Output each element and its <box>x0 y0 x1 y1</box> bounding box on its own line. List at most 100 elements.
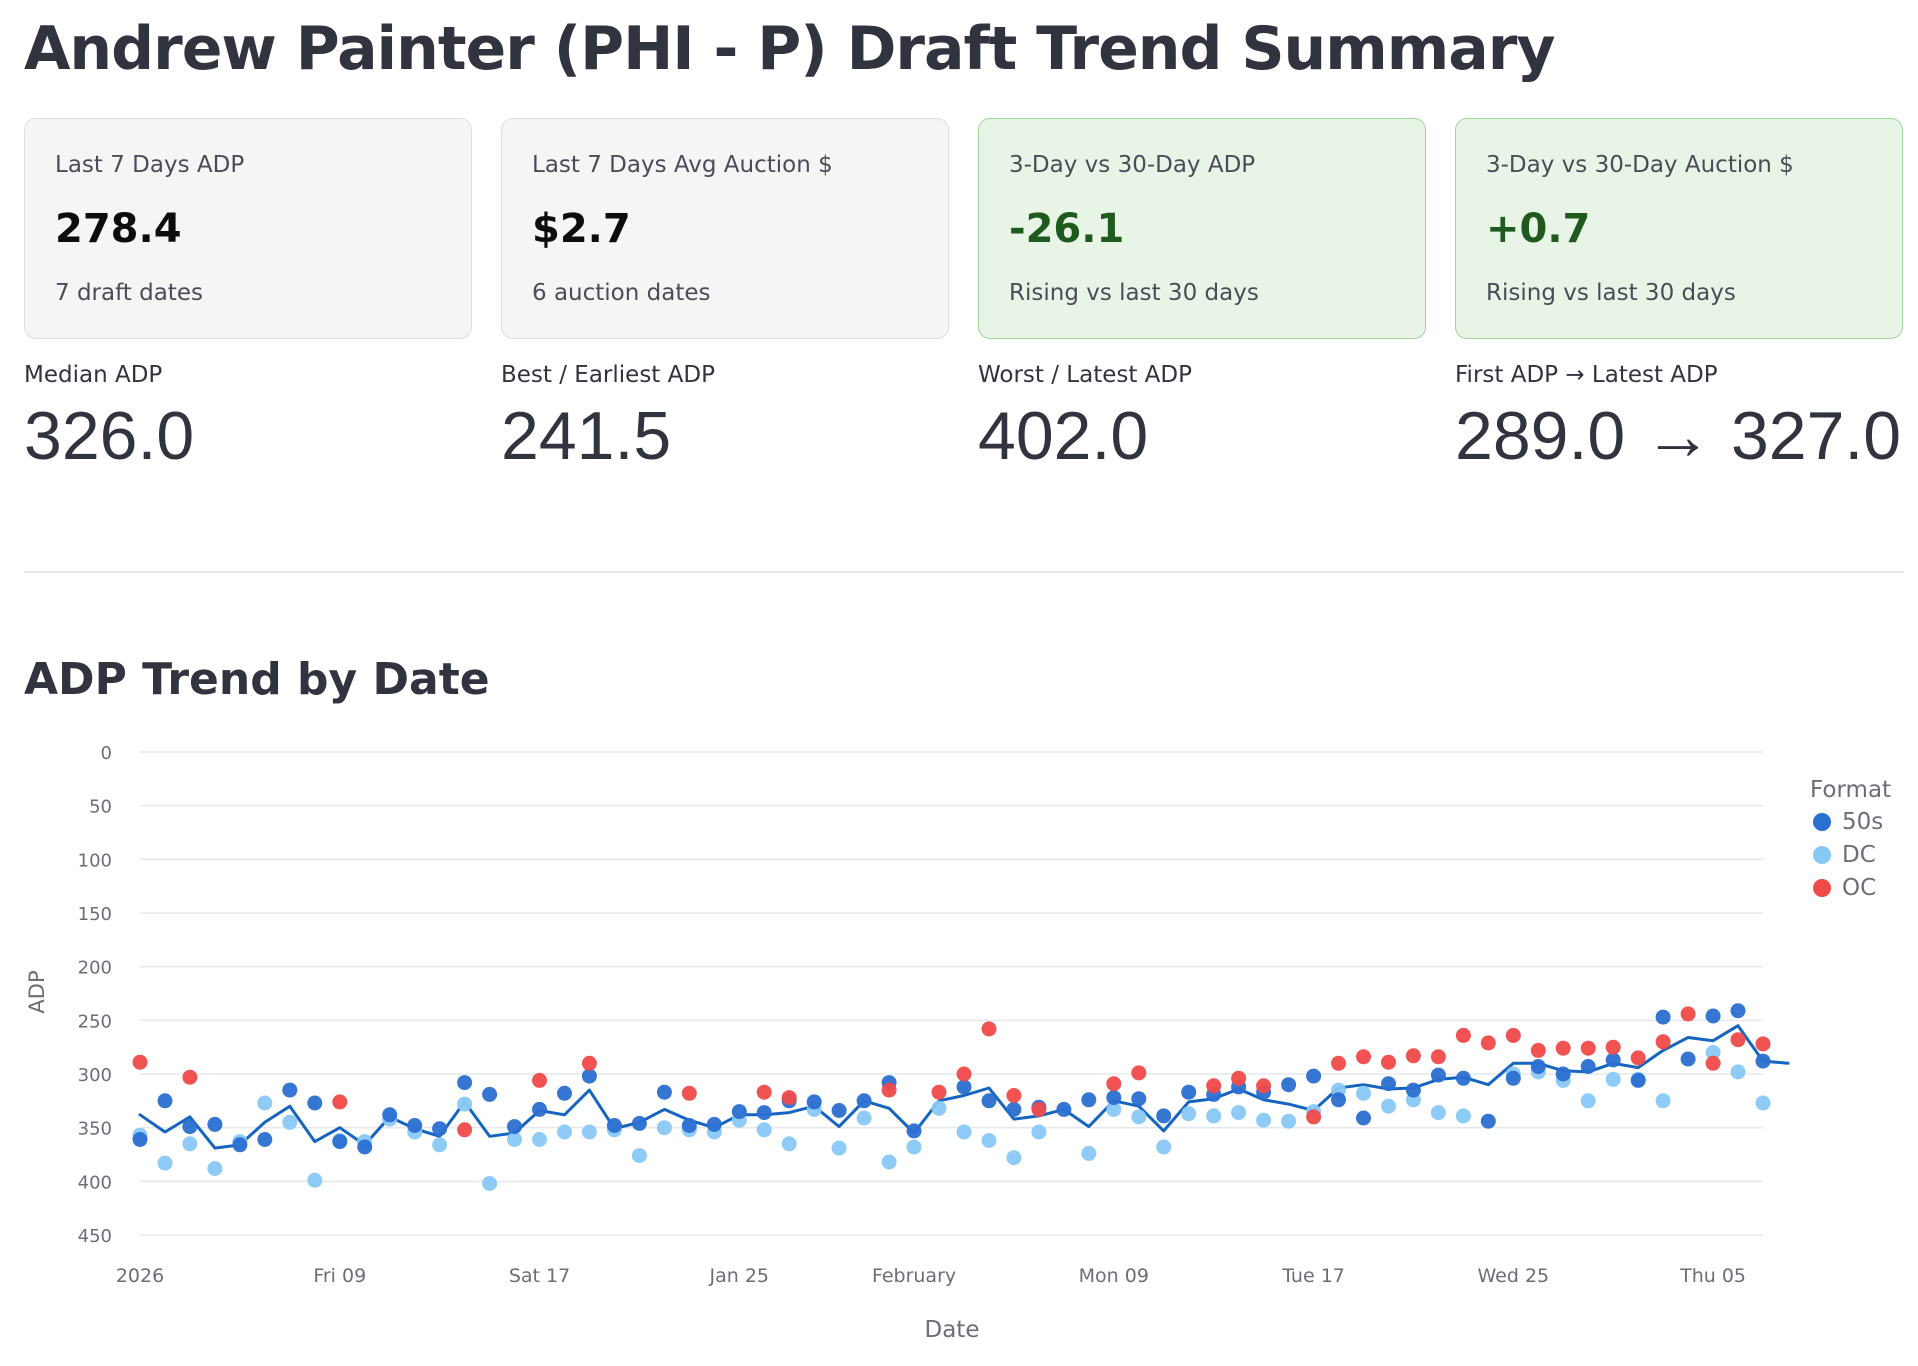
data-point-oc <box>931 1084 947 1100</box>
data-point-oc <box>981 1021 997 1037</box>
data-point-oc <box>1381 1054 1396 1070</box>
data-point-50s <box>581 1068 597 1084</box>
data-point-50s <box>432 1121 448 1137</box>
data-point-dc <box>1256 1112 1272 1128</box>
data-point-50s <box>631 1115 647 1131</box>
data-point-50s <box>1630 1072 1646 1088</box>
data-point-oc <box>1006 1088 1022 1103</box>
data-point-dc <box>656 1120 672 1136</box>
data-point-oc <box>581 1055 597 1071</box>
data-point-oc <box>1306 1109 1322 1125</box>
data-point-50s <box>1730 1003 1746 1019</box>
data-point-dc <box>182 1136 198 1152</box>
data-point-dc <box>756 1122 772 1138</box>
card-value: 278.4 <box>55 206 182 252</box>
data-point-dc <box>1006 1150 1022 1166</box>
data-point-50s <box>1306 1068 1322 1084</box>
data-point-50s <box>332 1134 348 1150</box>
data-point-dc <box>1131 1109 1147 1125</box>
card-subtext: Rising vs last 30 days <box>1009 280 1259 306</box>
data-point-50s <box>232 1137 248 1153</box>
data-point-50s <box>357 1139 373 1155</box>
data-point-oc <box>1231 1070 1247 1086</box>
data-point-dc <box>207 1161 223 1176</box>
card-subtext: 6 auction dates <box>532 280 711 306</box>
x-tick-label: Tue 17 <box>1281 1265 1345 1287</box>
data-point-oc <box>1430 1049 1446 1065</box>
metric-first-to-latest-adp: First ADP → Latest ADP 289.0 → 327.0 <box>1455 362 1901 470</box>
card-value: +0.7 <box>1486 206 1591 252</box>
metric-label: Best / Earliest ADP <box>501 362 715 388</box>
data-point-oc <box>1106 1076 1122 1092</box>
data-point-dc <box>1081 1145 1097 1161</box>
legend-marker-dc <box>1813 846 1831 864</box>
metric-label: First ADP → Latest ADP <box>1455 362 1718 388</box>
data-point-oc <box>1755 1036 1771 1052</box>
data-point-oc <box>1680 1006 1696 1022</box>
card-subtext: 7 draft dates <box>55 280 203 306</box>
data-point-50s <box>182 1119 198 1135</box>
data-point-50s <box>1530 1059 1546 1074</box>
data-point-oc <box>956 1066 972 1082</box>
data-point-50s <box>207 1116 223 1132</box>
data-point-oc <box>1455 1027 1471 1043</box>
data-point-oc <box>1031 1101 1047 1117</box>
data-point-50s <box>1555 1066 1571 1082</box>
metric-value: 326.0 <box>24 398 195 474</box>
data-point-50s <box>856 1093 872 1109</box>
data-point-50s <box>831 1103 847 1118</box>
data-point-dc <box>1455 1108 1471 1124</box>
data-point-oc <box>1705 1055 1721 1071</box>
data-point-dc <box>1580 1093 1596 1109</box>
data-point-oc <box>756 1084 772 1100</box>
legend-label-oc: OC <box>1842 875 1876 901</box>
data-point-50s <box>1580 1059 1596 1074</box>
data-point-dc <box>1156 1139 1172 1155</box>
x-tick-label: Jan 25 <box>709 1265 770 1287</box>
data-point-50s <box>1181 1084 1197 1100</box>
data-point-oc <box>1530 1042 1546 1058</box>
card-label: 3-Day vs 30-Day ADP <box>1009 152 1256 178</box>
data-point-50s <box>1156 1108 1172 1124</box>
card-value: $2.7 <box>532 206 631 252</box>
data-point-oc <box>1331 1055 1346 1071</box>
card-label: Last 7 Days ADP <box>55 152 245 178</box>
x-tick-label: Thu 05 <box>1679 1265 1746 1287</box>
data-point-50s <box>606 1118 622 1133</box>
data-point-oc <box>1131 1065 1147 1081</box>
card-subtext: Rising vs last 30 days <box>1486 280 1736 306</box>
data-point-50s <box>1480 1113 1496 1129</box>
data-point-oc <box>1480 1035 1496 1051</box>
page-title: Andrew Painter (PHI - P) Draft Trend Sum… <box>24 14 1555 84</box>
data-point-50s <box>681 1118 697 1133</box>
data-point-oc <box>1505 1027 1521 1043</box>
data-point-oc <box>1580 1040 1596 1056</box>
metric-label: Worst / Latest ADP <box>978 362 1192 388</box>
card-label: Last 7 Days Avg Auction $ <box>532 152 833 178</box>
data-point-dc <box>1181 1106 1197 1122</box>
data-point-50s <box>1755 1053 1771 1069</box>
data-point-dc <box>157 1155 173 1171</box>
data-point-50s <box>1081 1092 1097 1108</box>
data-point-dc <box>1031 1124 1047 1140</box>
legend-label-dc: DC <box>1842 842 1876 868</box>
data-point-50s <box>731 1104 747 1120</box>
data-point-50s <box>956 1079 972 1095</box>
metric-label: Median ADP <box>24 362 163 388</box>
y-tick-label: 250 <box>78 1011 112 1032</box>
x-tick-label: Mon 09 <box>1079 1265 1149 1287</box>
legend-marker-oc <box>1813 879 1831 897</box>
data-point-dc <box>931 1100 947 1116</box>
data-point-dc <box>831 1140 847 1156</box>
data-point-50s <box>1505 1070 1521 1086</box>
x-axis-title: Date <box>925 1317 980 1343</box>
legend-title: Format <box>1810 777 1891 803</box>
data-point-dc <box>1430 1105 1446 1121</box>
data-point-50s <box>656 1084 672 1100</box>
data-point-oc <box>532 1072 547 1088</box>
data-point-dc <box>257 1095 273 1111</box>
data-point-oc <box>1655 1034 1671 1050</box>
data-point-50s <box>382 1107 398 1123</box>
data-point-50s <box>1356 1110 1371 1126</box>
adp-trend-chart: 0 50 100 150 200 250 300 350 400 450 2026 Fri 09 Sa… <box>25 743 1891 1343</box>
